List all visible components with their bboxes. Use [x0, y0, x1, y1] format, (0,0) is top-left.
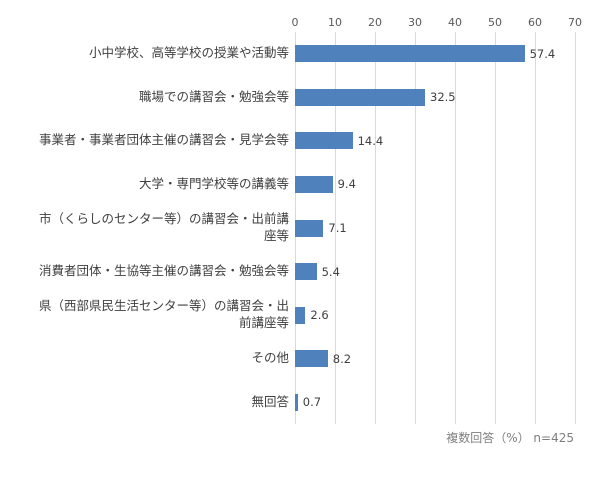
- x-tick-label: 40: [448, 16, 462, 29]
- category-label: その他: [251, 350, 289, 366]
- bar: [295, 88, 425, 106]
- bar-track: 32.5: [295, 76, 575, 120]
- x-tick-label: 60: [528, 16, 542, 29]
- bar-row: 県（西部県民生活センター等）の講習会・出前講座等 2.6: [0, 293, 614, 337]
- x-tick-label: 50: [488, 16, 502, 29]
- value-label: 9.4: [337, 177, 356, 192]
- x-tick-label: 70: [568, 16, 582, 29]
- value-label: 14.4: [357, 133, 384, 148]
- bar-row: 消費者団体・生協等主催の講習会・勉強会等 5.4: [0, 250, 614, 294]
- value-label: 8.2: [332, 351, 352, 366]
- x-tick-label: 20: [368, 16, 382, 29]
- value-label: 57.4: [529, 46, 556, 61]
- value-label: 32.5: [430, 90, 456, 105]
- bar: [295, 306, 306, 324]
- category-label: 消費者団体・生協等主催の講習会・勉強会等: [38, 263, 289, 279]
- x-tick-label: 0: [291, 16, 299, 29]
- bar-row: 市（くらしのセンター等）の講習会・出前講座等 7.1: [0, 206, 614, 250]
- bar: [295, 263, 317, 281]
- bar-rows: 小中学校、高等学校の授業や活動等 57.4 職場での講習会・勉強会等 32.5 事業者・…: [0, 32, 614, 424]
- gridline: [375, 32, 376, 424]
- x-tick-label: 30: [408, 16, 422, 29]
- bar-row: 無回答 0.7: [0, 381, 614, 425]
- bar-track: 8.2: [295, 337, 575, 381]
- bar-row: 大学・専門学校等の講義等 9.4: [0, 163, 614, 207]
- category-label: 県（西部県民生活センター等）の講習会・出前講座等: [38, 298, 289, 331]
- bar-row: 事業者・事業者団体主催の講習会・見学会等 14.4: [0, 119, 614, 163]
- category-label: 市（くらしのセンター等）の講習会・出前講座等: [38, 211, 289, 244]
- gridline: [455, 32, 456, 424]
- chart-note: 複数回答（%） n=425: [446, 431, 574, 445]
- bar: [295, 175, 333, 193]
- bar-row: その他 8.2: [0, 337, 614, 381]
- bar: [295, 132, 353, 150]
- x-tick-label: 10: [328, 16, 342, 29]
- bar: [295, 393, 298, 411]
- bar-track: 57.4: [295, 32, 575, 76]
- value-label: 0.7: [302, 395, 322, 410]
- category-label: 無回答: [251, 393, 289, 409]
- bar-track: 9.4: [295, 163, 575, 207]
- value-label: 7.1: [328, 221, 347, 236]
- category-label: 職場での講習会・勉強会等: [138, 88, 289, 104]
- bar-track: 0.7: [295, 381, 575, 425]
- gridline: [415, 32, 416, 424]
- bar-row: 職場での講習会・勉強会等 32.5: [0, 76, 614, 120]
- category-label: 事業者・事業者団体主催の講習会・見学会等: [38, 132, 289, 148]
- bar: [295, 219, 324, 237]
- category-label: 大学・専門学校等の講義等: [138, 176, 289, 192]
- gridline: [335, 32, 336, 424]
- gridline: [495, 32, 496, 424]
- bar-track: 5.4: [295, 250, 575, 294]
- bar-row: 小中学校、高等学校の授業や活動等 57.4: [0, 32, 614, 76]
- value-label: 2.6: [310, 308, 329, 323]
- value-label: 5.4: [321, 264, 340, 279]
- category-label: 小中学校、高等学校の授業や活動等: [88, 45, 289, 61]
- bar-track: 14.4: [295, 119, 575, 163]
- gridline: [575, 32, 576, 424]
- bar-track: 2.6: [295, 293, 575, 337]
- bar-track: 7.1: [295, 206, 575, 250]
- bar: [295, 350, 328, 368]
- gridline: [535, 32, 536, 424]
- bar: [295, 45, 525, 63]
